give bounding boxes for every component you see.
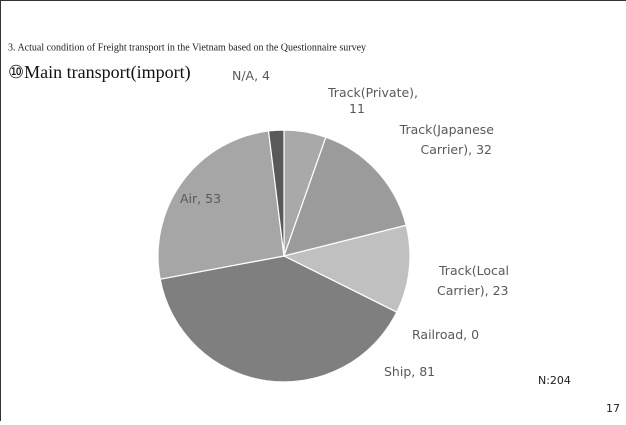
slice-label-line: Carrier), 32 — [421, 142, 492, 157]
slice-label-line: Track(Private), — [327, 85, 418, 100]
slice-label: Railroad, 0 — [412, 327, 479, 342]
slice-label-line: 11 — [349, 101, 365, 116]
slice-label-line: Ship, 81 — [384, 364, 435, 379]
slice-label-line: Track(Local — [438, 263, 509, 278]
slide-header: 3. Actual condition of Freight transport… — [8, 42, 366, 53]
slice-label-line: Track(Japanese — [399, 122, 495, 137]
sample-size: N:204 — [538, 374, 571, 387]
slice-label-line: Railroad, 0 — [412, 327, 479, 342]
slice-label: Ship, 81 — [384, 364, 435, 379]
slice-label-line: N/A, 4 — [232, 68, 270, 83]
slice-label: N/A, 4 — [232, 68, 270, 83]
slice-label-line: Air, 53 — [180, 191, 221, 206]
slice-label-line: Carrier), 23 — [437, 283, 508, 298]
chart-title: ⑩Main transport(import) — [8, 62, 191, 83]
slice-label: Air, 53 — [180, 191, 221, 206]
page-number: 17 — [606, 402, 620, 415]
